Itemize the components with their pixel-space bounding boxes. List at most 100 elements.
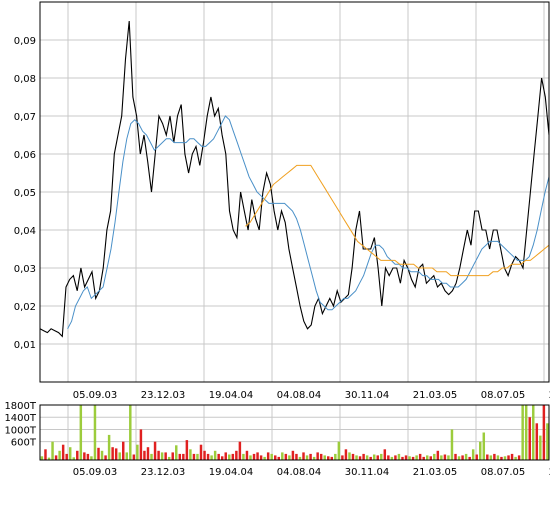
- volume-bar: [72, 457, 75, 461]
- vol-xtick-6: 08.07.05: [481, 467, 526, 478]
- price-series-0: [39, 20, 550, 338]
- volume-bar: [355, 455, 358, 460]
- price-ytick-3: 0,04: [14, 226, 36, 237]
- volume-bar: [514, 456, 517, 460]
- volume-bar: [192, 453, 196, 460]
- volume-bar: [383, 449, 387, 460]
- volume-bar: [160, 452, 164, 460]
- volume-bar: [493, 453, 496, 460]
- volume-bar: [450, 429, 454, 460]
- price-xtick-5: 21.03.05: [413, 390, 458, 401]
- volume-bar: [457, 456, 461, 460]
- volume-bar: [153, 441, 157, 460]
- volume-bar: [344, 449, 348, 460]
- volume-bar: [471, 449, 475, 460]
- volume-bar: [415, 455, 418, 460]
- volume-bar: [298, 456, 302, 460]
- volume-bar: [394, 455, 397, 460]
- price-ytick-8: 0,09: [14, 36, 36, 47]
- volume-bar: [79, 405, 83, 460]
- volume-bar: [178, 453, 182, 460]
- volume-bar: [83, 452, 86, 460]
- price-ytick-7: 0,08: [14, 74, 36, 85]
- vol-xtick-4: 30.11.04: [345, 467, 390, 478]
- volume-bar: [47, 457, 51, 460]
- volume-bar: [252, 453, 256, 460]
- volume-bar: [380, 453, 383, 460]
- volume-bar: [316, 452, 319, 460]
- volume-bar: [143, 450, 146, 460]
- volume-bar: [517, 455, 521, 460]
- volume-bar: [270, 453, 273, 460]
- volume-bar: [259, 455, 263, 460]
- volume-bar: [461, 455, 464, 460]
- volume-bar: [238, 441, 242, 460]
- volume-bar: [139, 429, 143, 460]
- volume-bar: [97, 447, 100, 460]
- volume-bar: [475, 454, 478, 460]
- price-ytick-0: 0,01: [14, 340, 36, 351]
- volume-bar: [433, 453, 436, 460]
- volume-bar: [376, 455, 379, 460]
- volume-bar: [65, 453, 68, 460]
- volume-bar: [302, 452, 305, 460]
- volume-bar: [256, 452, 259, 460]
- volume-bar: [542, 405, 546, 460]
- volume-bar: [295, 453, 298, 460]
- price-xtick-4: 30.11.04: [345, 390, 390, 401]
- volume-bar: [266, 452, 270, 460]
- volume-bar: [281, 452, 284, 460]
- volume-bar: [217, 453, 220, 460]
- volume-bar: [182, 453, 185, 460]
- volume-bar: [503, 456, 507, 460]
- vol-xtick-3: 04.08.04: [277, 467, 322, 478]
- volume-bar: [196, 453, 199, 460]
- volume-bar: [334, 453, 337, 460]
- volume-bar: [277, 456, 280, 460]
- volume-bars: [40, 405, 549, 461]
- volume-bar: [436, 450, 440, 460]
- volume-bar: [199, 444, 203, 460]
- volume-bar: [206, 453, 210, 460]
- volume-bar: [319, 453, 323, 460]
- volume-bar: [404, 455, 408, 460]
- volume-bar: [68, 447, 72, 460]
- volume-bar: [429, 456, 432, 460]
- volume-bar: [263, 456, 266, 460]
- volume-bar: [447, 455, 450, 460]
- price-xtick-2: 19.04.04: [209, 390, 254, 401]
- volume-bar: [146, 447, 150, 460]
- volume-bar: [210, 455, 213, 460]
- volume-bar: [164, 452, 167, 460]
- volume-bar: [401, 456, 404, 460]
- price-xtick-7: 25.10.05: [549, 390, 550, 401]
- volume-bar: [107, 434, 111, 460]
- volume-bar: [443, 454, 447, 460]
- volume-bar: [220, 456, 224, 460]
- price-xtick-3: 04.08.04: [277, 390, 322, 401]
- price-xtick-1: 23.12.03: [141, 390, 186, 401]
- volume-bar: [175, 445, 178, 460]
- volume-bar: [369, 456, 372, 460]
- vol-xtick-0: 05.09.03: [73, 467, 118, 478]
- volume-bar: [150, 453, 153, 460]
- volume-bar: [44, 449, 47, 460]
- volume-bar: [86, 453, 90, 460]
- vol-ytick-0: 600T: [11, 438, 37, 449]
- volume-bar: [408, 456, 411, 460]
- volume-bar: [274, 455, 277, 460]
- volume-bar: [118, 452, 121, 460]
- volume-bar: [104, 455, 107, 460]
- volume-bar: [51, 441, 54, 460]
- volume-bar: [224, 452, 227, 460]
- volume-bar: [327, 456, 330, 460]
- axis-labels: 0,01 0,02 0,03 0,04 0,05 0,06 0,07 0,08 0,09 05.0…: [4, 36, 550, 478]
- volume-bar: [100, 450, 104, 460]
- price-series-1: [67, 115, 550, 330]
- volume-bar: [231, 453, 235, 460]
- chart-frames: [39, 1, 550, 461]
- volume-bar: [532, 405, 535, 460]
- volume-bar: [284, 453, 288, 460]
- volume-bar: [337, 441, 341, 460]
